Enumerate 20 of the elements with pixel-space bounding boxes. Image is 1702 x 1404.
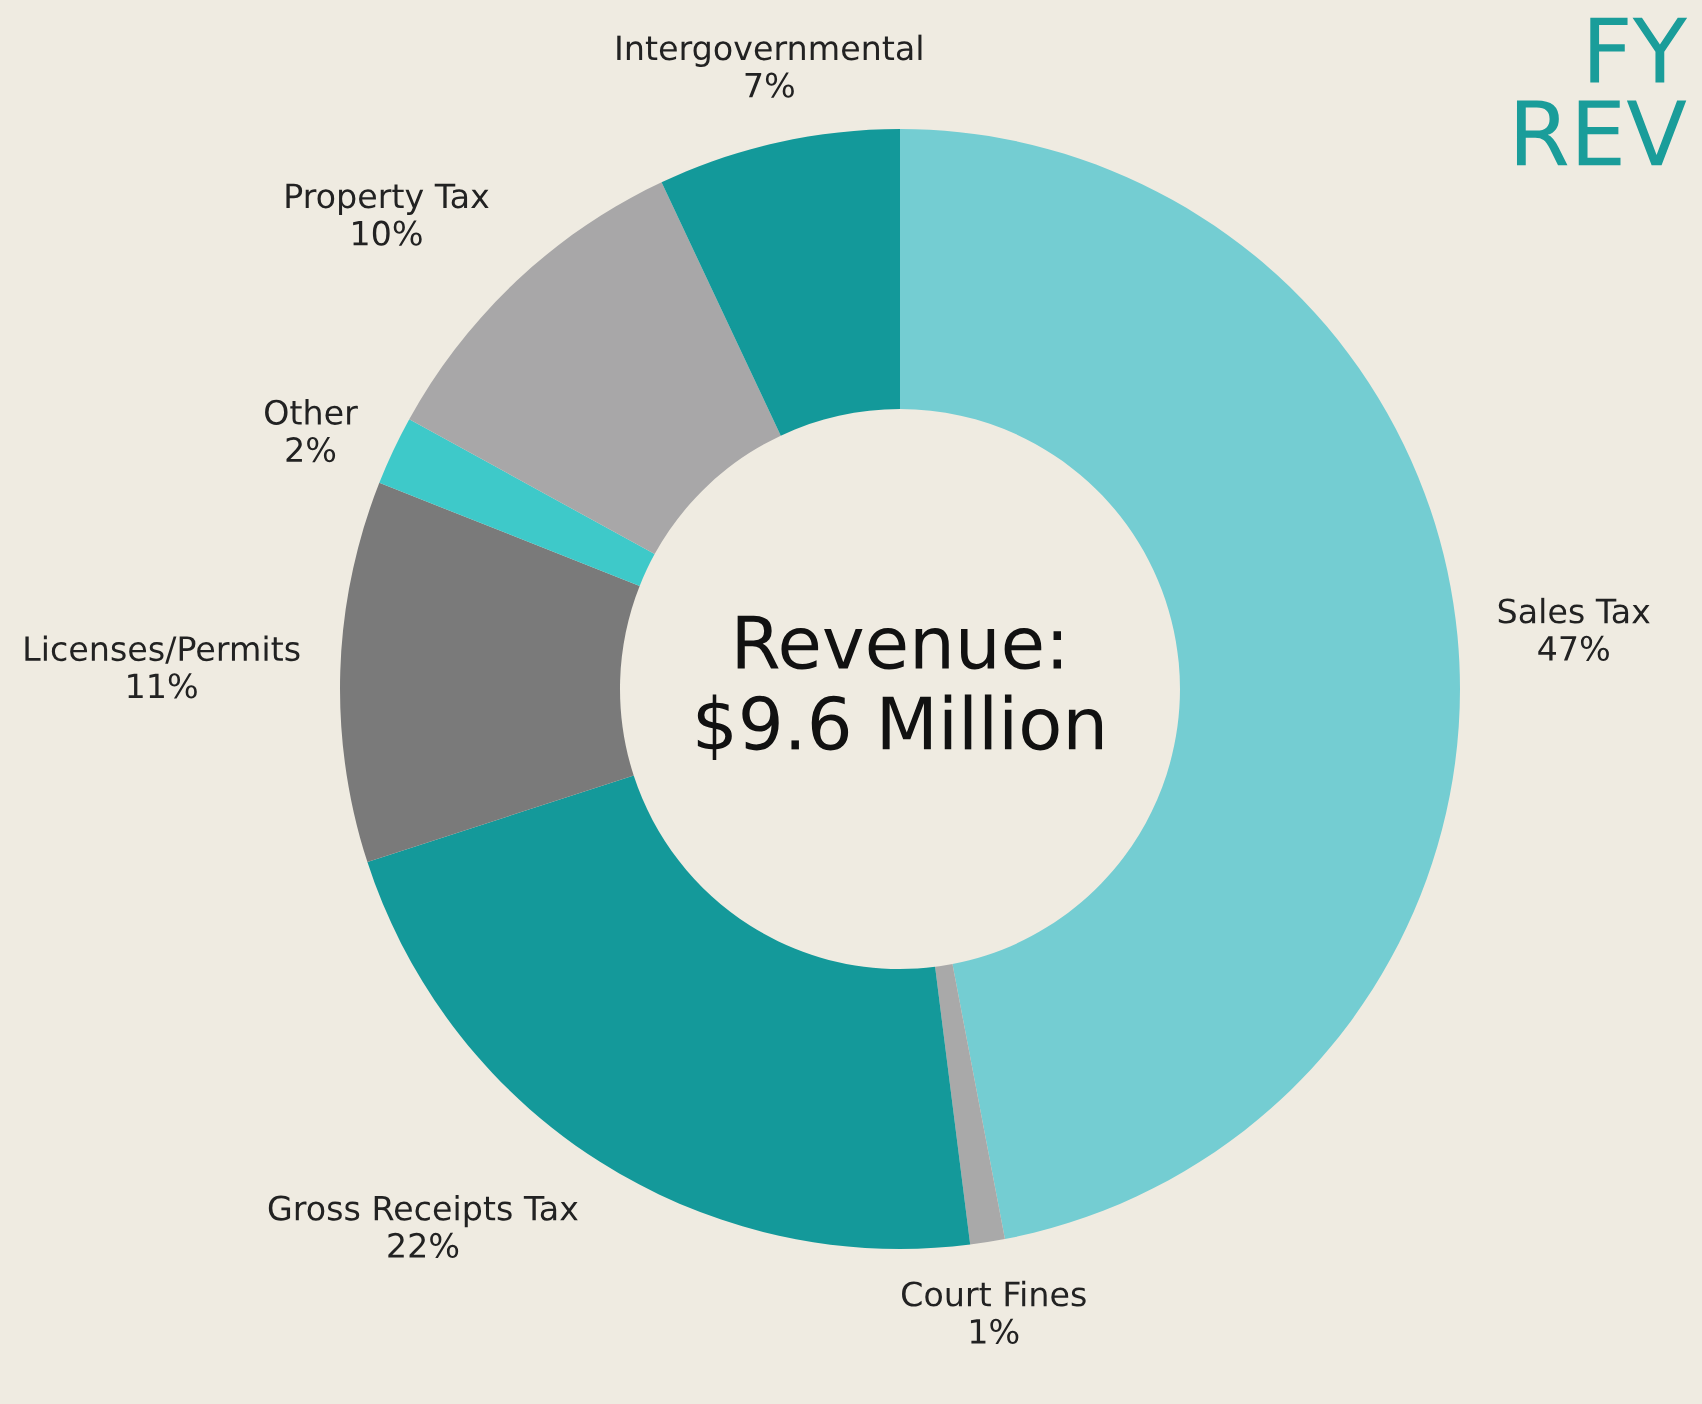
slice-label: Gross Receipts Tax — [268, 1194, 578, 1228]
data-label: 11% — [128, 673, 197, 699]
slice-label: Sales Tax — [1498, 597, 1650, 624]
donut-slice — [661, 129, 900, 436]
donut-slice — [935, 964, 1005, 1245]
chart-title: FY REV — [1516, 17, 1688, 166]
donut-slice — [340, 482, 640, 863]
text: Revenue: $9.6 Million — [697, 615, 1103, 760]
slice-label: Court Fines — [902, 1280, 1086, 1307]
data-label: 10% — [353, 220, 422, 246]
data-label: 7% — [745, 72, 794, 98]
slice-label: Other — [265, 399, 358, 425]
slice-label: Property Tax — [286, 183, 489, 215]
data-label: 2% — [286, 436, 336, 463]
slice-label: Intergovernmental — [617, 34, 922, 67]
data-label: 47% — [1538, 635, 1609, 661]
data-label: 1% — [970, 1318, 1019, 1344]
slice-label: Licenses/Permits — [25, 635, 300, 664]
data-label: 22% — [388, 1232, 459, 1259]
donut-slice — [379, 419, 655, 586]
